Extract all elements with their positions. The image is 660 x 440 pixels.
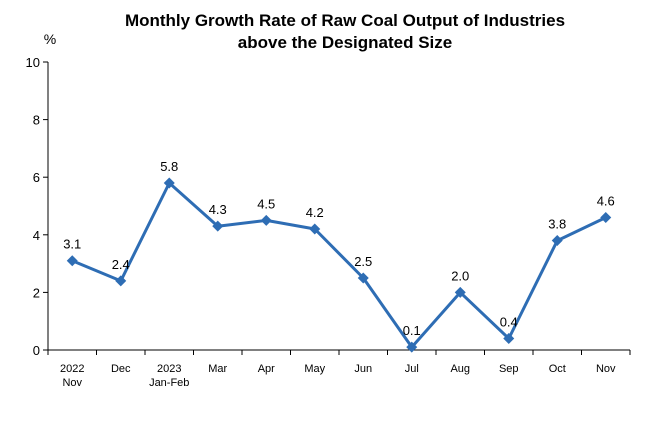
y-tick-label: 0 [33, 343, 40, 358]
data-label: 4.2 [306, 205, 324, 220]
y-tick-label: 10 [26, 55, 40, 70]
data-point-marker [212, 220, 224, 232]
data-point-marker [115, 275, 127, 287]
data-point-marker [454, 286, 466, 298]
chart-title-line-1: Monthly Growth Rate of Raw Coal Output o… [125, 11, 565, 30]
data-point-marker [66, 255, 78, 267]
data-label: 3.8 [548, 217, 566, 232]
data-label: 3.1 [63, 237, 81, 252]
data-point-marker [503, 332, 515, 344]
data-label: 2.5 [354, 254, 372, 269]
data-point-marker [600, 212, 612, 224]
data-label: 4.5 [257, 196, 275, 211]
y-tick-label: 2 [33, 285, 40, 300]
data-point-marker [406, 341, 418, 353]
data-point-marker [309, 223, 321, 235]
x-tick-label: Apr [258, 363, 275, 375]
x-tick-label-line: Mar [208, 363, 227, 375]
x-tick-label: Jun [354, 363, 372, 375]
data-label: 0.1 [403, 323, 421, 338]
x-tick-label: Oct [549, 363, 566, 375]
data-labels-group: 3.1 2.4 5.8 4.3 4.5 4.2 2.5 0.1 2.0 0.4 3.8 4.6 [63, 159, 615, 338]
x-tick-label: Sep [499, 363, 519, 375]
x-tick-label-line: Jan-Feb [149, 377, 189, 389]
x-axis-ticks: 2022 Nov Dec 2023 Jan-Feb Mar Apr May Jun Jul Aug S… [47, 350, 631, 389]
y-tick-label: 4 [33, 228, 40, 243]
x-tick-label-line: Nov [596, 363, 616, 375]
data-label: 4.6 [597, 194, 615, 209]
y-tick-label: 6 [33, 170, 40, 185]
data-label: 0.4 [500, 314, 518, 329]
y-axis-ticks: 0 2 4 6 8 10 [26, 55, 48, 358]
x-tick-label-line: Sep [499, 363, 519, 375]
x-tick-label-line: Apr [258, 363, 275, 375]
x-tick-label: Dec [111, 363, 131, 375]
x-tick-label-line: Jun [354, 363, 372, 375]
x-tick-label-line: 2022 [60, 363, 84, 375]
x-tick-label: Mar [208, 363, 227, 375]
series-group [66, 177, 612, 353]
data-point-marker [260, 214, 272, 226]
x-tick-label: 2023 Jan-Feb [149, 363, 189, 389]
data-point-marker [357, 272, 369, 284]
chart-title-group: Monthly Growth Rate of Raw Coal Output o… [125, 11, 565, 52]
x-tick-label: Jul [405, 363, 419, 375]
data-label: 5.8 [160, 159, 178, 174]
data-point-marker [163, 177, 175, 189]
x-tick-label: Nov [596, 363, 616, 375]
x-tick-label-line: Aug [450, 363, 470, 375]
data-point-marker [551, 235, 563, 247]
data-label: 2.4 [112, 257, 130, 272]
x-tick-label: May [304, 363, 325, 375]
y-axis-unit-label: % [44, 31, 56, 47]
x-tick-label: Aug [450, 363, 470, 375]
data-label: 4.3 [209, 202, 227, 217]
x-tick-label-line: Jul [405, 363, 419, 375]
y-tick-label: 8 [33, 113, 40, 128]
x-tick-label-line: May [304, 363, 325, 375]
chart-title-line-2: above the Designated Size [238, 33, 452, 52]
x-tick-label-line: Dec [111, 363, 131, 375]
x-tick-label-line: Nov [62, 377, 82, 389]
axes-group [47, 62, 630, 351]
x-tick-label: 2022 Nov [60, 363, 84, 389]
data-label: 2.0 [451, 268, 469, 283]
x-tick-label-line: Oct [549, 363, 566, 375]
x-tick-label-line: 2023 [157, 363, 181, 375]
series-line [71, 181, 607, 349]
